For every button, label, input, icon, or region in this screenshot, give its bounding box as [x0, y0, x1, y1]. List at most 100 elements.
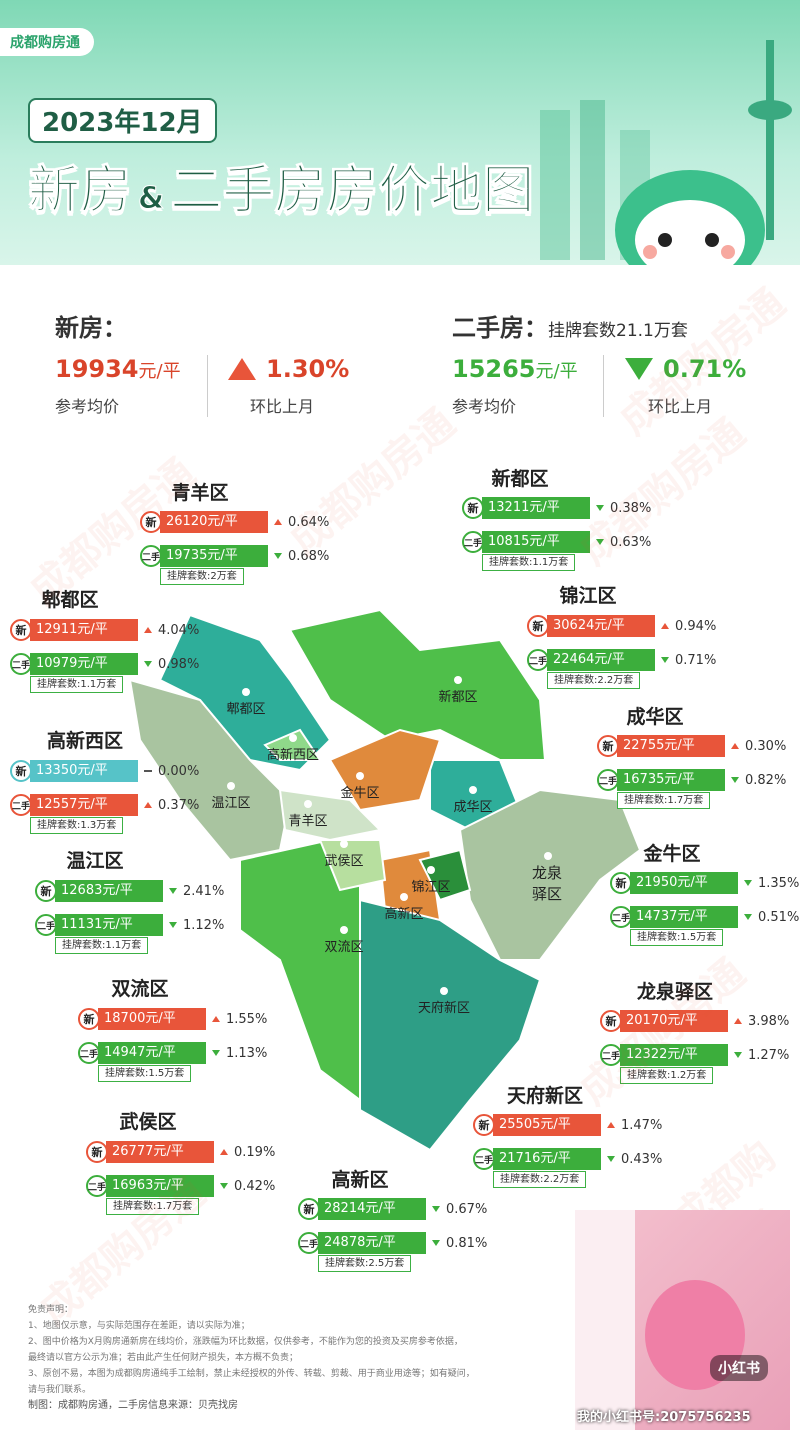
price: 26777元/平: [106, 1141, 214, 1163]
district-name: 郫都区: [41, 589, 99, 611]
change: 0.30%: [731, 739, 786, 754]
summary-second-price: 15265元/平: [452, 355, 578, 383]
price-row: 二手 12322元/平 1.27%: [600, 1043, 789, 1067]
label: 二手房：: [452, 314, 548, 342]
disclaimer-line: 请与我们联系。: [28, 1385, 92, 1395]
map-dot: [427, 866, 435, 874]
badge: 新: [78, 1008, 100, 1030]
credit: 制图：成都购房通，二手房信息来源：贝壳找房: [28, 1400, 238, 1411]
map-label: 锦江区: [411, 880, 451, 895]
map-dot: [544, 852, 552, 860]
change: 1.13%: [212, 1046, 267, 1061]
map-label: 高新西区: [266, 748, 319, 763]
badge: 新: [600, 1010, 622, 1032]
map-dot: [440, 987, 448, 995]
district-name: 新都区: [491, 468, 549, 490]
summary-second-price-label: 参考均价: [452, 397, 517, 416]
summary-new-price: 19934元/平: [55, 355, 181, 383]
price-row: 二手 14737元/平 0.51%: [610, 905, 799, 929]
price-row: 二手 16963元/平 0.42%: [86, 1174, 275, 1198]
price: 26120元/平: [160, 511, 268, 533]
price: 28214元/平: [318, 1198, 426, 1220]
listings: 挂牌套数:1.1万套: [482, 554, 576, 571]
price-row: 新 12683元/平 2.41%: [35, 879, 224, 903]
trend-arrow: [274, 519, 282, 525]
price: 21950元/平: [630, 872, 738, 894]
listings: 挂牌套数21.1万套: [548, 321, 688, 341]
price: 22755元/平: [617, 735, 725, 757]
price: 14737元/平: [630, 906, 738, 928]
badge: 二手: [78, 1042, 100, 1064]
price-row: 新 22755元/平 0.30%: [597, 734, 786, 758]
price: 10979元/平: [30, 653, 138, 675]
price: 11131元/平: [55, 914, 163, 936]
trend-arrow: [169, 888, 177, 894]
change-value: 0.42%: [234, 1178, 276, 1194]
change-value: 0.98%: [158, 656, 200, 672]
change-value: 4.04%: [158, 622, 200, 638]
price: 12322元/平: [620, 1044, 728, 1066]
change-value: 1.13%: [226, 1045, 268, 1061]
trend-arrow: [734, 1052, 742, 1058]
trend-arrow: [220, 1149, 228, 1155]
trend-arrow: [432, 1206, 440, 1212]
map-label: 龙泉驿区: [532, 864, 563, 903]
title: 新房 & 二手房房价地图: [27, 148, 534, 223]
price: 13350元/平: [30, 760, 138, 782]
price-row: 新 28214元/平 0.67%: [298, 1197, 487, 1221]
price: 24878元/平: [318, 1232, 426, 1254]
district-name: 青羊区: [171, 482, 229, 504]
price-row: 新 13211元/平 0.38%: [462, 496, 651, 520]
district-name: 高新区: [331, 1169, 389, 1191]
listings: 挂牌套数:1.1万套: [30, 676, 124, 693]
listings: 挂牌套数:1.7万套: [617, 792, 711, 809]
map-label: 双流区: [324, 940, 364, 955]
map-dot: [454, 676, 462, 684]
listings: 挂牌套数:1.5万套: [98, 1065, 192, 1082]
badge: 二手: [600, 1044, 622, 1066]
badge: 二手: [473, 1148, 495, 1170]
change: 0.51%: [744, 910, 799, 925]
disclaimer-title: 免责声明：: [28, 1305, 74, 1315]
price-row: 新 26777元/平 0.19%: [86, 1140, 275, 1164]
district-name: 双流区: [111, 978, 169, 1000]
badge: 新: [473, 1114, 495, 1136]
disclaimer-line: 1、地图仅示意，与实际范围存在差距，请以实际为准；: [28, 1321, 250, 1331]
district-name: 武侯区: [119, 1111, 177, 1133]
summary-new-price-label: 参考均价: [55, 397, 120, 416]
map-dot: [242, 688, 250, 696]
summary-new-change-label: 环比上月: [250, 397, 315, 416]
price-row: 二手 19735元/平 0.68%: [140, 544, 329, 568]
price-row: 新 30624元/平 0.94%: [527, 614, 716, 638]
badge: 新: [10, 760, 32, 782]
price: 20170元/平: [620, 1010, 728, 1032]
map-label: 青羊区: [288, 814, 328, 829]
change-value: 0.00%: [158, 763, 200, 779]
price-row: 新 18700元/平 1.55%: [78, 1007, 267, 1031]
map-label: 高新区: [384, 907, 424, 922]
map-label: 温江区: [211, 796, 251, 811]
summary-second-change-label: 环比上月: [648, 397, 713, 416]
price-row: 二手 10979元/平 0.98%: [10, 652, 199, 676]
change-value: 0.51%: [758, 909, 800, 925]
change-value: 0.94%: [675, 618, 717, 634]
price: 10815元/平: [482, 531, 590, 553]
price: 25505元/平: [493, 1114, 601, 1136]
change: 0.19%: [220, 1145, 275, 1160]
unit: 元/平: [535, 361, 578, 382]
price: 30624元/平: [547, 615, 655, 637]
map-label: 成华区: [453, 800, 493, 815]
trend-arrow: [625, 358, 653, 380]
badge: 新: [462, 497, 484, 519]
listings: 挂牌套数:1.2万套: [620, 1067, 714, 1084]
change-value: 0.37%: [158, 797, 200, 813]
change: 0.82%: [731, 773, 786, 788]
trend-arrow: [274, 553, 282, 559]
price-row: 新 20170元/平 3.98%: [600, 1009, 789, 1033]
price-row: 二手 10815元/平 0.63%: [462, 530, 651, 554]
change-value: 0.63%: [610, 534, 652, 550]
price: 14947元/平: [98, 1042, 206, 1064]
price: 22464元/平: [547, 649, 655, 671]
change: 1.27%: [734, 1048, 789, 1063]
change-value: 1.55%: [226, 1011, 268, 1027]
